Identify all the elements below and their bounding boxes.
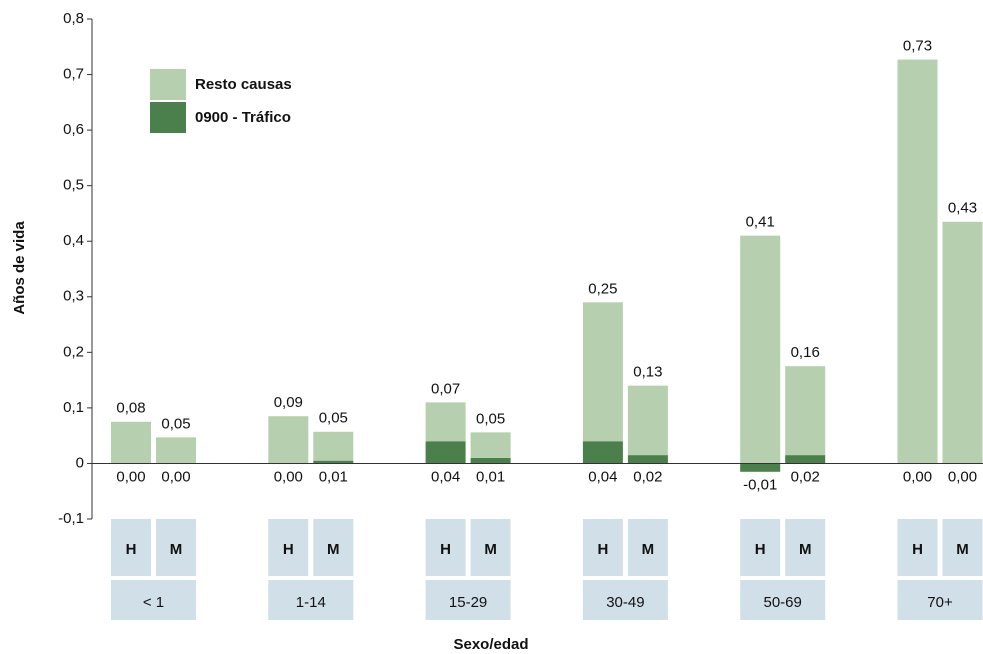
value-label: 0,08 (116, 400, 145, 417)
value-label: 0,05 (161, 415, 190, 432)
value-label: 0,43 (948, 200, 977, 217)
value-label: 0,00 (903, 468, 932, 485)
group-label: 15-29 (449, 594, 487, 611)
x-tick-label: H (597, 541, 608, 558)
y-tick-label: 0,5 (63, 177, 84, 194)
bar (785, 366, 826, 456)
value-label: 0,25 (588, 280, 617, 297)
y-tick-label: 0,4 (63, 232, 84, 249)
y-tick-label: 0,6 (63, 121, 84, 138)
x-tick-label: H (126, 541, 137, 558)
legend-swatch (150, 69, 186, 100)
x-tick-label: H (912, 541, 923, 558)
group-label: 1-14 (296, 594, 326, 611)
value-label: 0,01 (476, 468, 505, 485)
group-label: < 1 (143, 594, 164, 611)
bar (156, 437, 196, 464)
x-tick-label: M (642, 541, 655, 558)
bar (425, 402, 466, 442)
value-label: 0,02 (633, 468, 662, 485)
x-axis-label: Sexo/edad (453, 636, 528, 653)
y-tick-label: 0,8 (63, 10, 84, 27)
value-label: 0,73 (903, 38, 932, 55)
x-tick-label: M (170, 541, 183, 558)
x-tick-label: H (755, 541, 766, 558)
x-tick-label: M (956, 541, 969, 558)
bar (111, 421, 151, 464)
value-label: 0,05 (319, 410, 348, 427)
value-label: 0,00 (274, 468, 303, 485)
group-label: 50-69 (764, 594, 802, 611)
y-tick-label: 0,2 (63, 343, 84, 360)
value-label: 0,00 (161, 468, 190, 485)
bar (740, 235, 781, 464)
value-label: 0,02 (791, 468, 820, 485)
value-label: 0,04 (431, 468, 460, 485)
bar (897, 59, 938, 464)
bar (470, 432, 511, 458)
value-label: 0,07 (431, 380, 460, 397)
y-tick-label: 0,7 (63, 66, 84, 83)
legend-label: 0900 - Tráfico (195, 109, 291, 126)
y-tick-label: 0,1 (63, 399, 84, 416)
value-label: 0,01 (319, 468, 348, 485)
group-label: 30-49 (606, 594, 644, 611)
bar (268, 416, 309, 464)
value-label: -0,01 (743, 477, 777, 494)
y-tick-label: 0 (76, 454, 84, 471)
value-label: 0,04 (588, 468, 617, 485)
bar (582, 302, 623, 442)
bar (425, 441, 466, 464)
bar (627, 455, 668, 464)
y-tick-label: -0,1 (58, 510, 84, 527)
x-tick-label: H (283, 541, 294, 558)
x-tick-label: H (440, 541, 451, 558)
value-label: 0,00 (948, 468, 977, 485)
bar (942, 221, 983, 464)
value-label: 0,05 (476, 410, 505, 427)
bar (740, 463, 781, 472)
value-label: 0,13 (633, 364, 662, 381)
value-label: 0,41 (746, 214, 775, 231)
legend-label: Resto causas (195, 76, 292, 93)
value-label: 0,00 (116, 468, 145, 485)
bar (313, 431, 354, 461)
bar (470, 457, 511, 464)
legend-swatch (150, 102, 186, 133)
y-axis-label: Años de vida (11, 221, 28, 315)
value-label: 0,16 (791, 344, 820, 361)
x-tick-label: M (484, 541, 497, 558)
x-tick-label: M (327, 541, 340, 558)
bar (313, 460, 354, 464)
value-label: 0,09 (274, 394, 303, 411)
y-tick-label: 0,3 (63, 288, 84, 305)
bar (785, 455, 826, 464)
x-tick-label: M (799, 541, 812, 558)
bar (627, 385, 668, 456)
group-label: 70+ (927, 594, 953, 611)
bar (582, 441, 623, 464)
